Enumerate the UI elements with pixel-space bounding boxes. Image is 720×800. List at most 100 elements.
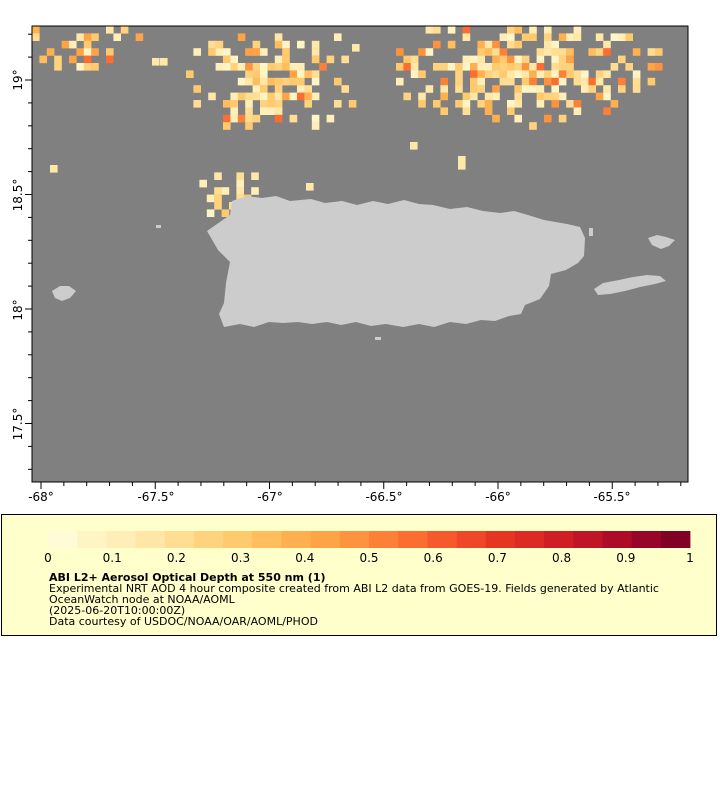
colorbar-swatch [77, 531, 107, 548]
aod-pixel [514, 92, 522, 101]
colorbar-swatch [106, 531, 136, 548]
aod-pixel [492, 114, 500, 123]
aod-pixel [260, 85, 268, 93]
aod-pixel [632, 85, 641, 93]
aod-pixel [289, 70, 298, 78]
aod-pixel [551, 100, 559, 108]
aod-pixel [260, 77, 268, 86]
aod-pixel [83, 48, 92, 56]
aod-pixel [462, 26, 471, 34]
colorbar: 0 0.1 0.2 0.3 0.4 0.5 0.6 0.7 0.8 0.9 1 [44, 531, 694, 565]
map-figure: -68° -67.5° -67° -66.5° -66° -65.5° 19°18.5°1… [11, 25, 689, 504]
aod-pixel [208, 92, 216, 101]
colorbar-swatch [369, 531, 399, 548]
aod-pixel [507, 55, 515, 64]
aod-pixel [610, 63, 619, 71]
aod-pixel [221, 209, 230, 217]
aod-pixel [69, 55, 77, 64]
aod-pixel [215, 40, 224, 49]
aod-pixel [245, 92, 253, 101]
aod-pixel [470, 55, 478, 64]
aod-pixel [573, 33, 582, 41]
aod-pixel [625, 33, 633, 41]
aod-pixel [334, 33, 342, 41]
colorbar-swatch [310, 531, 341, 548]
aod-pixel [252, 114, 261, 123]
aod-pixel [595, 48, 604, 56]
legend-panel: 0 0.1 0.2 0.3 0.4 0.5 0.6 0.7 0.8 0.9 1 ABI L2+ Ae… [1, 514, 717, 636]
aod-pixel [462, 63, 471, 71]
aod-pixel [245, 77, 253, 86]
aod-pixel [410, 142, 418, 150]
aod-pixel [193, 85, 201, 93]
latitude-axis: 19° 18.5° 18° 17.5° [11, 69, 25, 440]
aod-pixel [252, 48, 261, 56]
aod-pixel [274, 100, 283, 108]
aod-pixel [544, 70, 552, 78]
aod-pixel [492, 92, 500, 101]
colorbar-swatch [281, 531, 312, 548]
aod-pixel [282, 63, 290, 71]
aod-pixel [573, 26, 582, 34]
aod-pixel [433, 100, 441, 108]
aod-pixel [223, 55, 231, 64]
aod-pixel [91, 33, 99, 41]
aod-pixel [440, 77, 448, 86]
aod-pixel [208, 48, 216, 56]
aod-pixel [514, 40, 522, 49]
aod-pixel [544, 40, 552, 49]
aod-pixel [230, 63, 238, 71]
aod-pixel [251, 187, 259, 195]
aod-pixel [274, 107, 283, 115]
aod-pixel [251, 172, 259, 180]
aod-pixel [245, 70, 253, 78]
aod-pixel [54, 63, 62, 71]
aod-pixel [573, 100, 582, 108]
aod-pixel [529, 33, 537, 41]
aod-pixel [260, 107, 268, 115]
aod-pixel [223, 48, 231, 56]
colorbar-tick-label: 0.4 [295, 551, 314, 565]
colorbar-swatch [135, 531, 166, 548]
colorbar-tick-label: 0.5 [359, 551, 378, 565]
legend-text: ABI L2+ Aerosol Optical Depth at 550 nm … [49, 572, 709, 627]
aod-pixel [573, 77, 582, 86]
aod-pixel [492, 40, 500, 49]
colorbar-tick-label: 0 [44, 551, 52, 565]
longitude-tick-label: -65.5° [593, 490, 630, 504]
aod-pixel [304, 70, 312, 78]
aod-pixel [529, 70, 537, 78]
aod-pixel [655, 48, 663, 56]
aod-pixel [252, 85, 261, 93]
aod-pixel [223, 122, 231, 130]
aod-pixel [237, 77, 246, 86]
aod-pixel [484, 107, 493, 115]
aod-pixel [46, 48, 55, 56]
aod-pixel [334, 100, 342, 108]
icacos-islet [589, 228, 593, 236]
aod-pixel [618, 55, 626, 64]
aod-pixel [536, 63, 545, 71]
aod-pixel [566, 33, 574, 41]
colorbar-swatch [339, 531, 370, 548]
aod-pixel [160, 58, 168, 66]
aod-pixel [514, 114, 522, 123]
aod-pixel [507, 100, 515, 108]
aod-pixel [477, 85, 485, 93]
aod-pixel [267, 92, 275, 101]
culebra-island [648, 235, 675, 249]
aod-pixel [83, 55, 92, 64]
aod-pixel [403, 55, 411, 64]
aod-pixel [499, 63, 508, 71]
aod-pixel [326, 55, 335, 64]
aod-pixel [91, 48, 99, 56]
aod-pixel [403, 92, 411, 101]
aod-pixel [245, 122, 253, 130]
aod-pixel [230, 55, 238, 64]
aod-pixel [536, 70, 545, 78]
aod-pixel [595, 92, 604, 101]
aod-pixel [566, 63, 574, 71]
aod-pixel [499, 70, 508, 78]
axis-ticks [25, 33, 682, 489]
aod-pixel [311, 70, 320, 78]
